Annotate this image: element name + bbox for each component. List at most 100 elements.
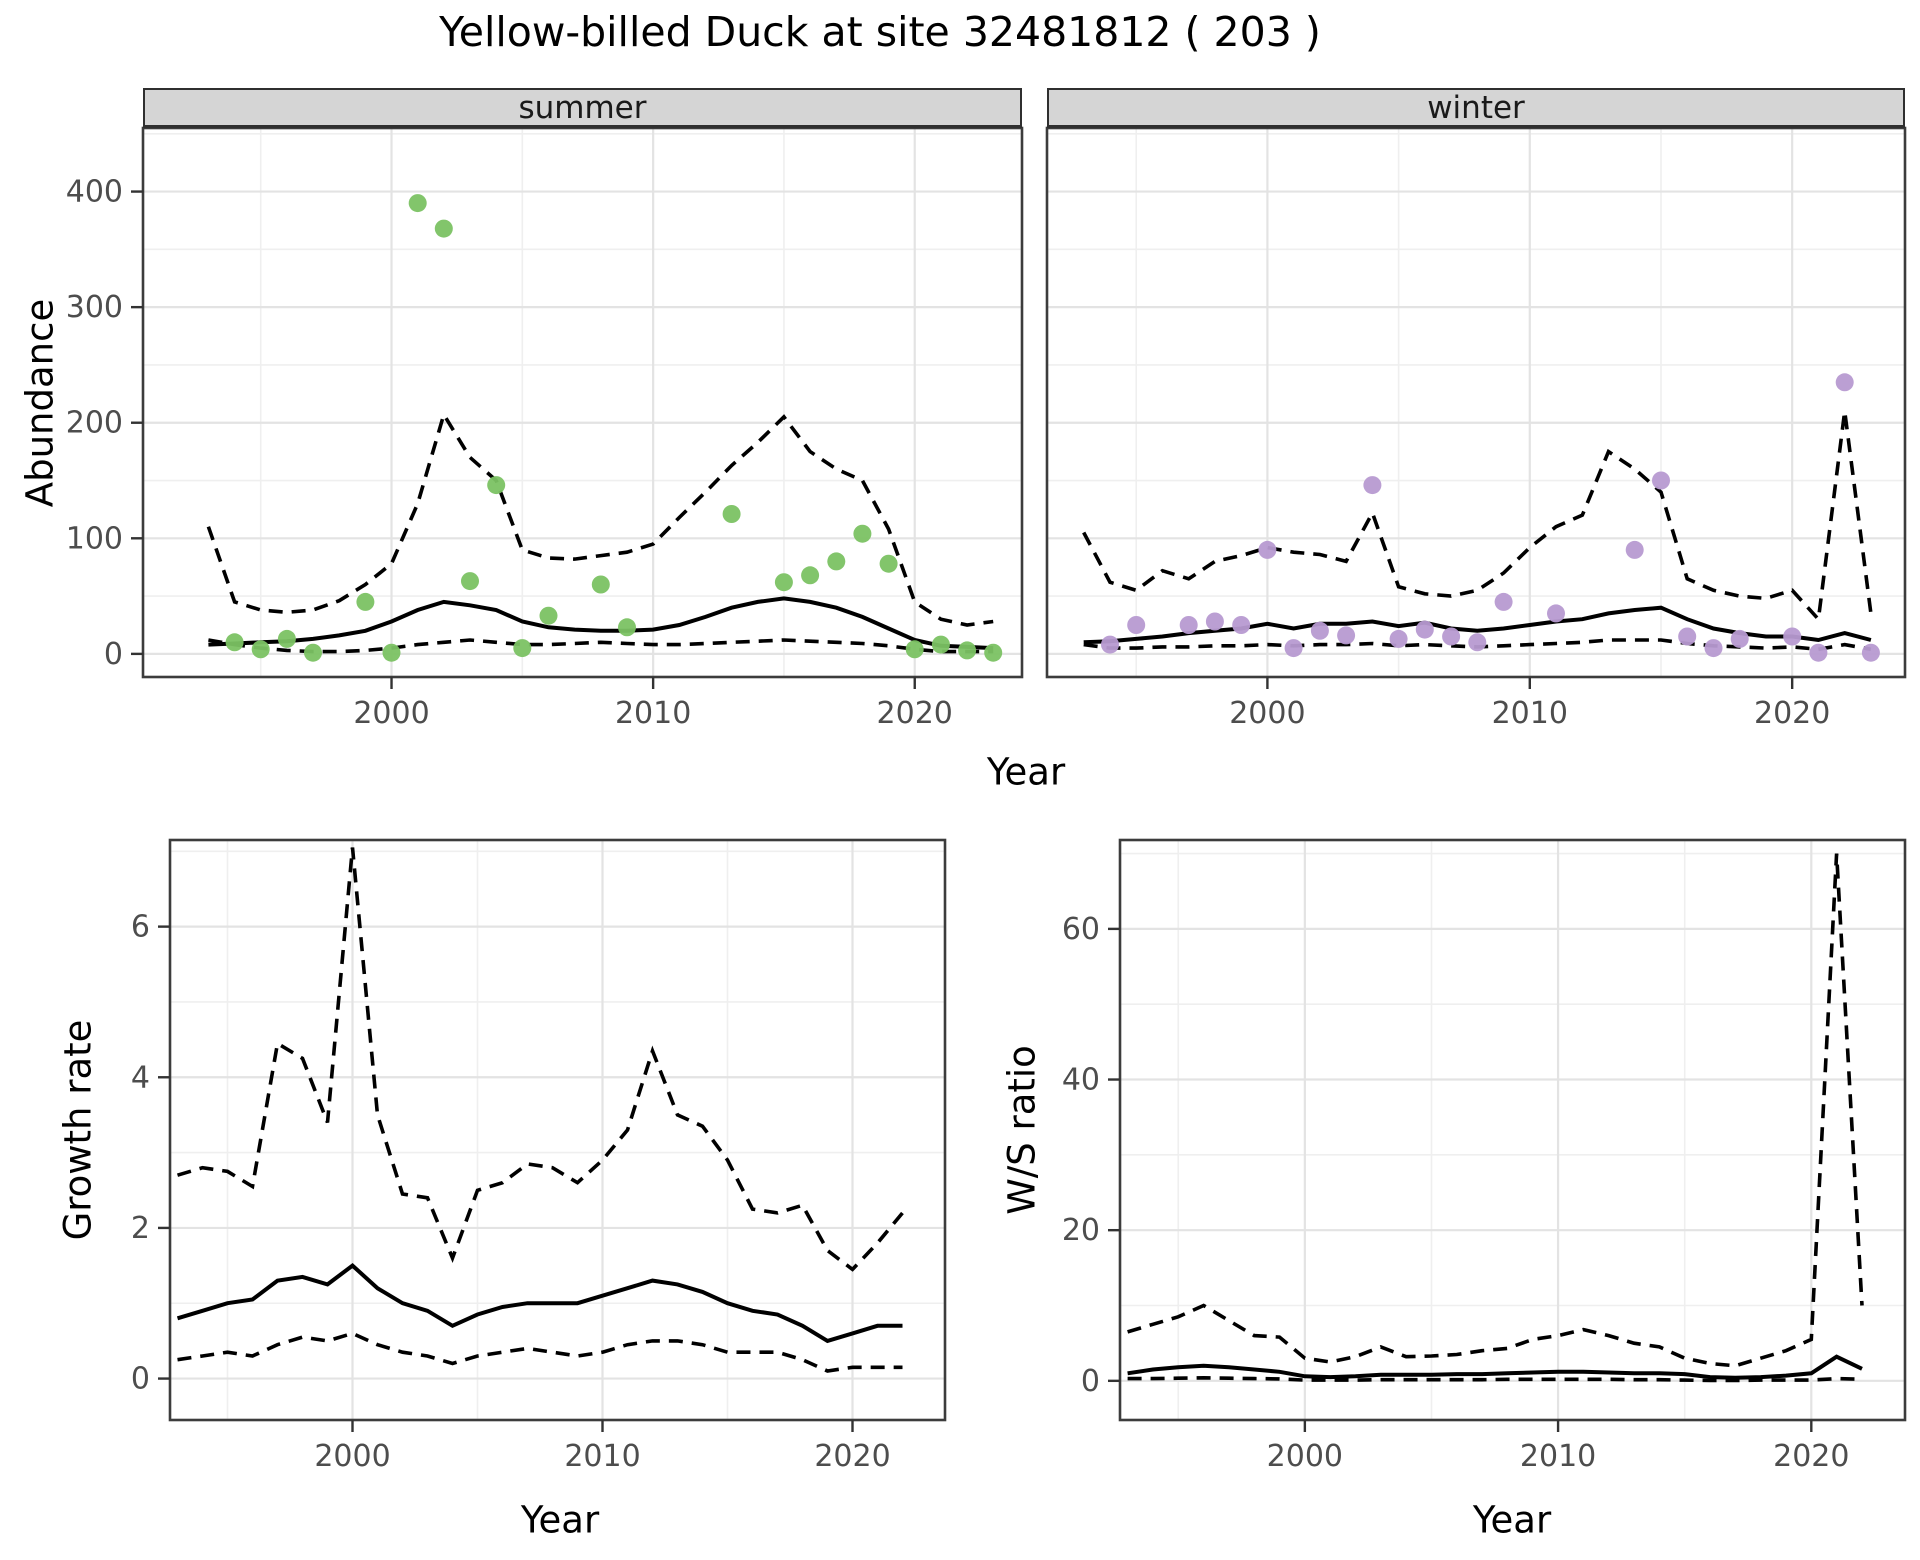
data-point bbox=[958, 641, 977, 660]
panel-growth-rate: 2000 2010 2020 0 2 4 6 bbox=[131, 838, 947, 1474]
data-point bbox=[513, 639, 532, 658]
facet-strip-winter-label: winter bbox=[1427, 89, 1525, 126]
data-point bbox=[1442, 627, 1461, 646]
x-axis-tick-label: 2020 bbox=[814, 1439, 890, 1474]
ci-line-upper bbox=[206, 410, 994, 627]
x-axis-tick-label: 2010 bbox=[1520, 1439, 1596, 1474]
y-axis-tick-label: 300 bbox=[66, 290, 123, 325]
data-point bbox=[905, 640, 924, 659]
data-point bbox=[1310, 621, 1329, 640]
data-point bbox=[1625, 540, 1644, 559]
data-point bbox=[1389, 629, 1408, 648]
panel-background bbox=[170, 840, 945, 1420]
x-axis-tick-label: 2020 bbox=[877, 696, 953, 731]
data-point bbox=[461, 572, 479, 591]
data-point bbox=[1861, 643, 1880, 662]
data-point bbox=[1232, 616, 1251, 634]
data-point bbox=[539, 606, 558, 625]
data-point bbox=[879, 554, 898, 573]
data-point bbox=[1494, 592, 1513, 611]
data-point bbox=[1468, 633, 1487, 652]
data-point bbox=[774, 573, 793, 592]
fit-line-median bbox=[1127, 1354, 1863, 1380]
data-point bbox=[1835, 373, 1854, 392]
fit-line-median bbox=[208, 596, 994, 651]
data-point bbox=[304, 643, 322, 662]
x-axis-tick-label: 2010 bbox=[1492, 696, 1568, 731]
data-point bbox=[277, 629, 296, 648]
y-axis-tick-label: 6 bbox=[131, 910, 150, 945]
y-axis-title-abundance: Abundance bbox=[18, 298, 62, 508]
y-axis-tick-label: 60 bbox=[1062, 912, 1100, 947]
x-axis-tick-label: 2000 bbox=[1267, 1439, 1343, 1474]
ci-line-lower bbox=[208, 638, 994, 654]
facet-strip-winter: winter bbox=[1047, 88, 1905, 128]
data-point bbox=[1415, 620, 1434, 639]
data-point bbox=[1179, 616, 1198, 634]
data-point bbox=[1704, 639, 1723, 658]
data-point bbox=[1809, 643, 1828, 662]
data-point bbox=[408, 194, 427, 213]
x-axis-tick-label: 2000 bbox=[353, 696, 429, 731]
data-point bbox=[827, 552, 846, 571]
panel-border bbox=[1118, 838, 1907, 1422]
y-axis-tick-label: 20 bbox=[1062, 1213, 1100, 1248]
data-point bbox=[356, 592, 375, 611]
y-axis-tick-label: 200 bbox=[66, 406, 123, 441]
data-point bbox=[1730, 629, 1749, 648]
data-point bbox=[931, 635, 950, 654]
data-point bbox=[984, 643, 1003, 662]
panel-background bbox=[1120, 840, 1905, 1420]
x-axis-tick-label: 2000 bbox=[1229, 696, 1305, 731]
panel-border bbox=[141, 126, 1024, 679]
ci-line-upper bbox=[1127, 853, 1864, 1368]
data-point bbox=[801, 566, 820, 585]
data-point bbox=[1205, 612, 1224, 631]
data-point bbox=[382, 643, 401, 662]
data-point bbox=[487, 476, 506, 495]
y-axis-tick-label: 4 bbox=[131, 1060, 150, 1095]
panel-ws-ratio: 2000 2010 2020 0 20 40 60 bbox=[1062, 838, 1907, 1474]
data-point bbox=[591, 575, 610, 594]
x-axis-tick-label: 2010 bbox=[615, 696, 691, 731]
data-point bbox=[225, 633, 244, 652]
y-axis-title-ws-ratio: W/S ratio bbox=[1000, 1045, 1044, 1215]
data-point bbox=[1258, 540, 1277, 559]
data-point bbox=[1652, 471, 1670, 490]
panel-border bbox=[1045, 126, 1907, 679]
x-axis-tick-label: 2020 bbox=[1773, 1439, 1849, 1474]
data-point bbox=[1284, 639, 1303, 658]
y-axis-tick-label: 0 bbox=[104, 637, 123, 672]
panel-abundance-summer: 2000 2010 2020 0 100 200 300 400 bbox=[66, 126, 1024, 731]
ci-line-upper bbox=[176, 847, 904, 1272]
data-point bbox=[1101, 635, 1119, 654]
panel-background bbox=[143, 128, 1022, 677]
figure-title: Yellow-billed Duck at site 32481812 ( 20… bbox=[439, 8, 1321, 56]
data-point bbox=[1678, 627, 1697, 646]
ci-line-lower bbox=[1127, 1375, 1863, 1383]
x-axis-title-year-ws: Year bbox=[1472, 1498, 1552, 1542]
panel-abundance-winter: 2000 2010 2020 bbox=[1045, 126, 1907, 731]
y-axis-title-growth-rate: Growth rate bbox=[56, 1019, 100, 1241]
x-axis-title-year-growth: Year bbox=[520, 1498, 600, 1542]
x-axis-title-year-top: Year bbox=[986, 750, 1066, 794]
panel-background bbox=[1047, 128, 1905, 677]
ci-line-lower bbox=[177, 1331, 903, 1373]
facet-strip-summer: summer bbox=[143, 88, 1022, 128]
y-axis-tick-label: 0 bbox=[131, 1362, 150, 1397]
y-axis-tick-label: 2 bbox=[131, 1211, 150, 1246]
x-axis-tick-label: 2020 bbox=[1754, 696, 1830, 731]
y-axis-tick-label: 0 bbox=[1081, 1364, 1100, 1399]
x-axis-tick-label: 2000 bbox=[314, 1439, 390, 1474]
y-axis-tick-label: 100 bbox=[66, 521, 123, 556]
y-axis-tick-label: 40 bbox=[1062, 1063, 1100, 1098]
data-point bbox=[251, 640, 270, 659]
panel-border bbox=[168, 838, 947, 1422]
data-point bbox=[1783, 627, 1802, 646]
x-axis-tick-label: 2010 bbox=[564, 1439, 640, 1474]
data-point bbox=[1127, 616, 1146, 634]
data-point bbox=[1337, 626, 1356, 645]
